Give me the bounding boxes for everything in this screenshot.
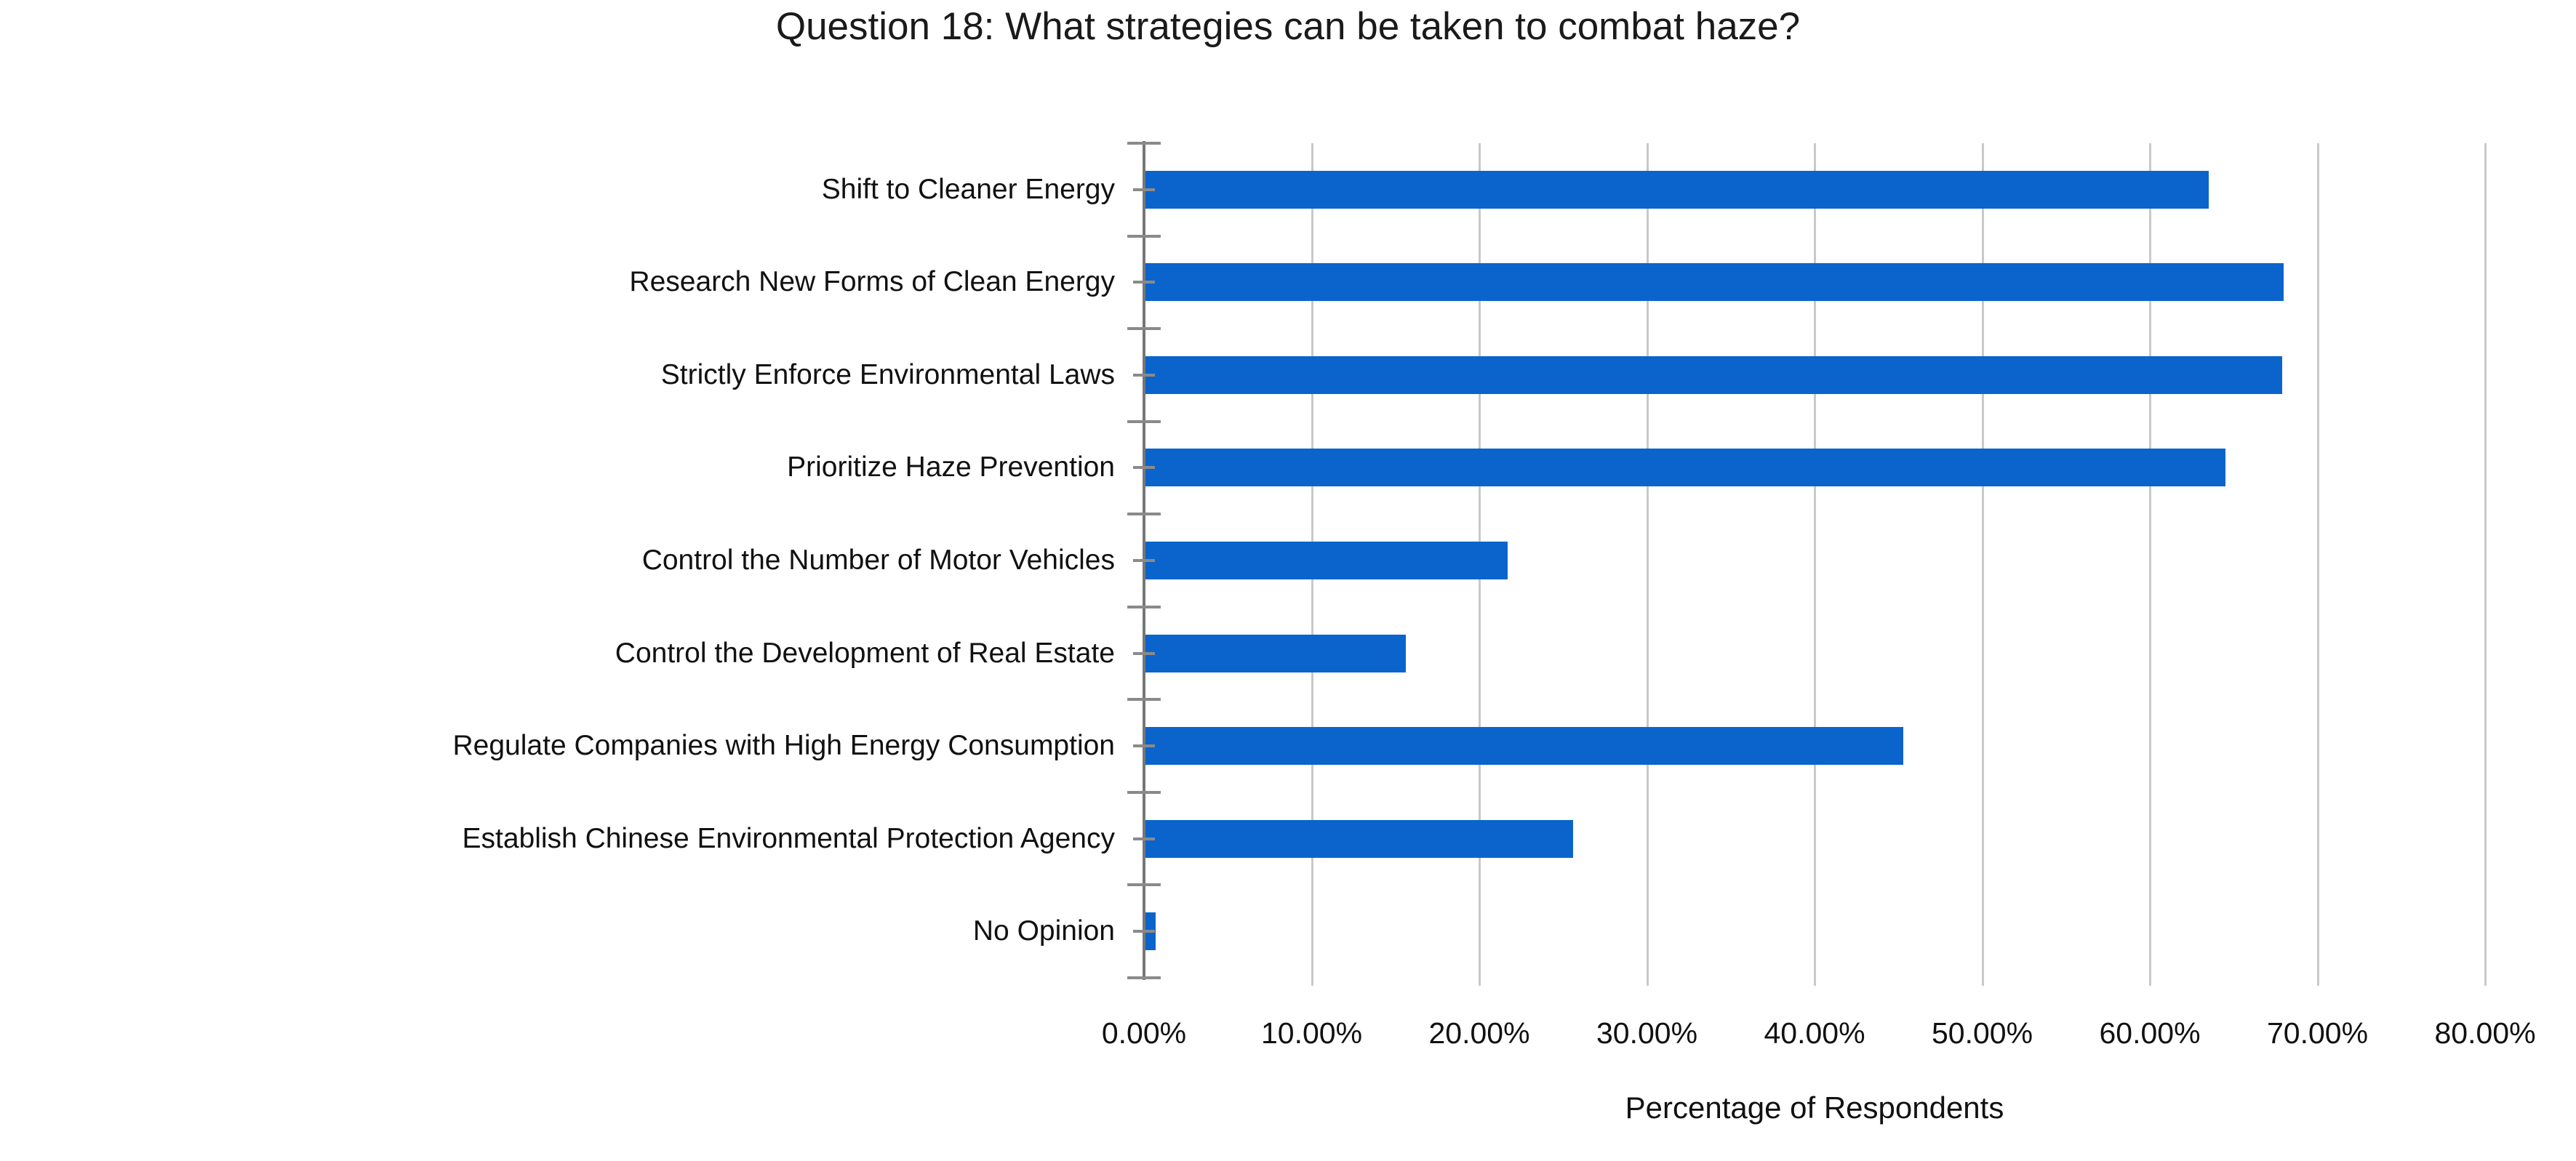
axis-tick-boundary <box>1127 513 1161 516</box>
axis-tick-boundary <box>1127 419 1161 423</box>
x-tick-label: 70.00% <box>2266 1016 2369 1050</box>
bar-4 <box>1144 449 2225 487</box>
axis-tick-boundary <box>1127 790 1161 794</box>
axis-tick-boundary <box>1127 605 1161 608</box>
category-label: Strictly Enforce Environmental Laws <box>660 358 1115 390</box>
bar-row <box>1144 143 2485 236</box>
x-tick-label: 0.00% <box>1101 1016 1187 1050</box>
axis-tick-boundary <box>1127 327 1161 331</box>
bar-row <box>1144 885 2485 978</box>
gridline <box>1646 143 1649 987</box>
axis-tick-center <box>1133 466 1155 470</box>
axis-tick-boundary <box>1127 698 1161 702</box>
axis-tick-boundary <box>1127 976 1161 979</box>
bar-5 <box>1144 541 1508 579</box>
x-tick-label: 30.00% <box>1596 1016 1698 1050</box>
gridline <box>2149 143 2151 987</box>
category-label: Regulate Companies with High Energy Cons… <box>452 730 1115 762</box>
x-tick-label: 20.00% <box>1428 1016 1530 1050</box>
x-tick-label: 80.00% <box>2434 1016 2536 1050</box>
bar-3 <box>1144 355 2283 394</box>
gridline <box>2316 143 2319 987</box>
axis-tick-center <box>1133 281 1155 284</box>
category-label: Prioritize Haze Prevention <box>787 451 1115 483</box>
axis-tick-boundary <box>1127 883 1161 887</box>
category-label: Control the Number of Motor Vehicles <box>641 545 1115 577</box>
value-axis-title: Percentage of Respondents <box>1625 1090 2004 1125</box>
bar-row <box>1144 607 2485 700</box>
bar-7 <box>1144 727 1904 766</box>
bar-row <box>1144 422 2485 515</box>
gridline <box>2484 143 2487 987</box>
x-tick-label: 10.00% <box>1260 1016 1363 1050</box>
axis-tick-center <box>1133 744 1155 748</box>
chart-title: Question 18: What strategies can be take… <box>775 5 1801 48</box>
gridline <box>1814 143 1816 987</box>
axis-tick-center <box>1133 559 1155 562</box>
axis-tick-center <box>1133 930 1155 933</box>
category-label: No Opinion <box>972 915 1115 947</box>
bar-row <box>1144 792 2485 885</box>
axis-tick-center <box>1133 651 1155 655</box>
value-axis-tick-labels: 0.00% 10.00% 20.00% 30.00% 40.00% 50.00% 60.00… <box>1102 1016 2536 1060</box>
bar-2 <box>1144 263 2284 302</box>
category-axis-labels: Shift to Cleaner Energy Research New Form… <box>0 143 1115 978</box>
bar-row <box>1144 236 2485 329</box>
bar-1 <box>1144 170 2209 209</box>
axis-tick-center <box>1133 373 1155 377</box>
x-tick-label: 50.00% <box>1931 1016 2033 1050</box>
bar-8 <box>1144 819 1574 858</box>
bar-row <box>1144 514 2485 607</box>
category-label: Establish Chinese Environmental Protecti… <box>462 822 1116 854</box>
plot-area <box>1144 143 2487 987</box>
category-label: Shift to Cleaner Energy <box>821 173 1115 205</box>
axis-tick-boundary <box>1127 234 1161 238</box>
category-label: Control the Development of Real Estate <box>615 637 1115 669</box>
axis-tick-center <box>1133 188 1155 191</box>
bar-row <box>1144 329 2485 422</box>
gridline <box>1981 143 1984 987</box>
x-tick-label: 60.00% <box>2099 1016 2201 1050</box>
axis-tick-boundary <box>1127 142 1161 145</box>
category-label: Research New Forms of Clean Energy <box>629 266 1115 298</box>
bar-6 <box>1144 634 1406 672</box>
bar-row <box>1144 699 2485 792</box>
x-tick-label: 40.00% <box>1764 1016 1865 1050</box>
axis-tick-center <box>1133 837 1155 840</box>
